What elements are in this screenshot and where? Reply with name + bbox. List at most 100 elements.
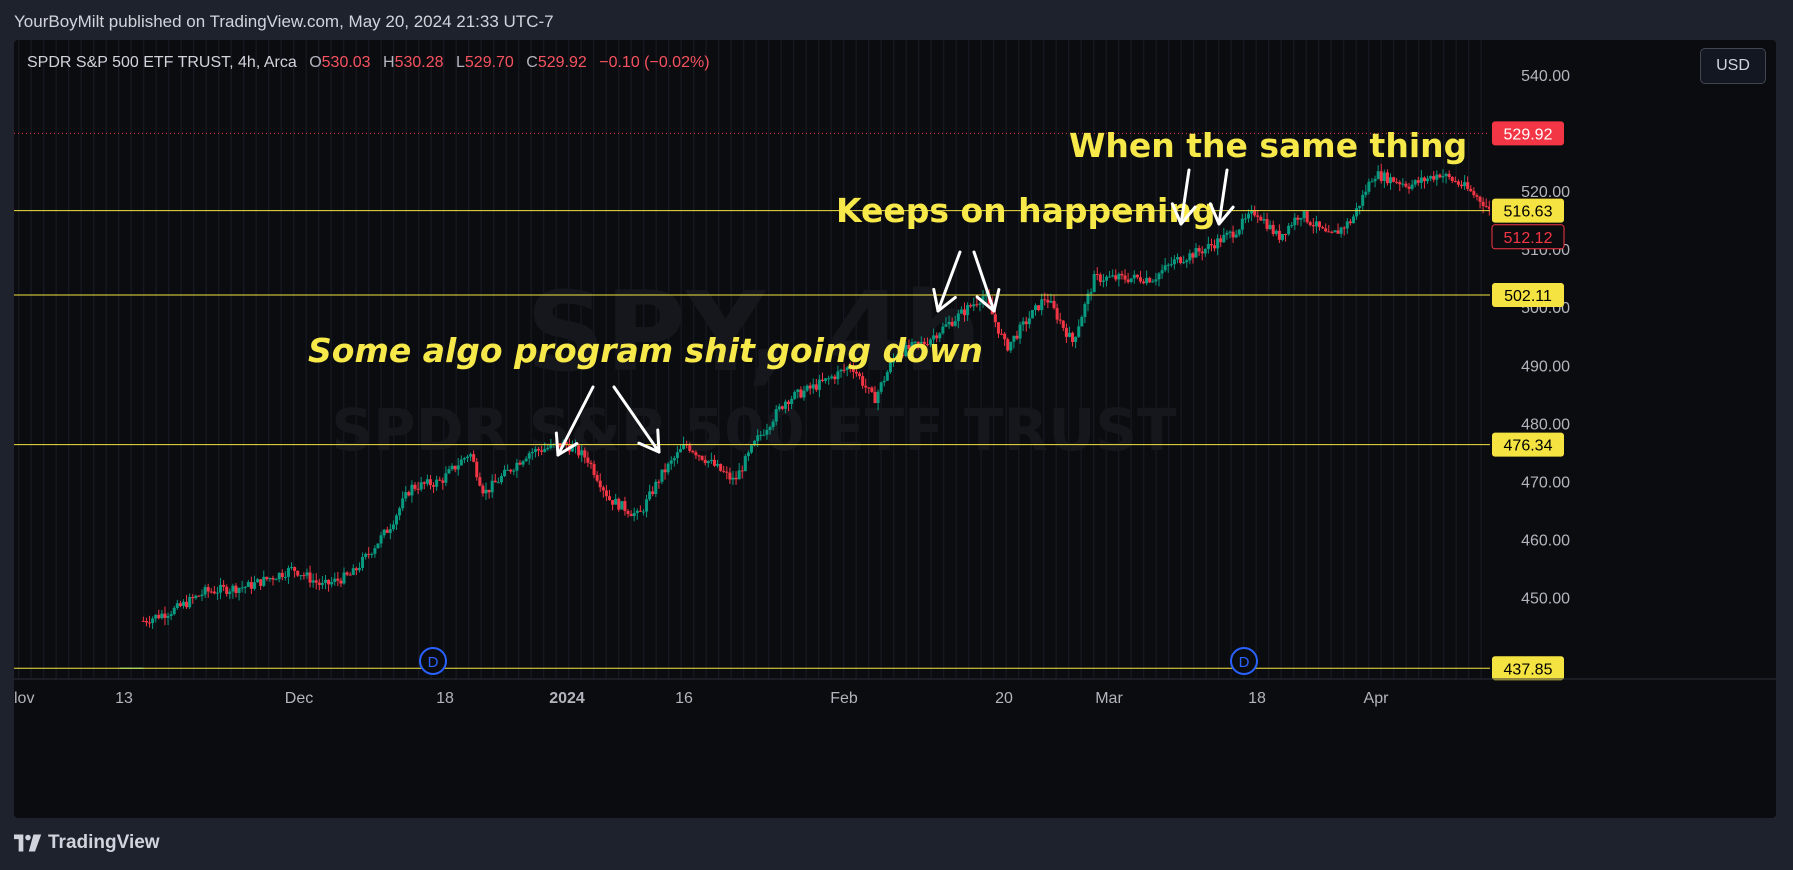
candle-body [842, 369, 846, 371]
session-band [1143, 40, 1145, 679]
candle-body [898, 354, 902, 357]
candle-body [1222, 234, 1226, 243]
currency-button[interactable]: USD [1700, 48, 1766, 84]
candle-body [716, 463, 720, 466]
candle-body [1018, 324, 1022, 339]
candle-body [848, 367, 852, 369]
candle-body [981, 296, 985, 304]
candle-body [947, 322, 951, 325]
low-label: L [455, 54, 465, 71]
candle-body [1355, 208, 1359, 217]
candle-body [172, 608, 176, 615]
candle-body [1166, 264, 1170, 266]
time-axis-tick: 13 [115, 690, 133, 707]
session-band [843, 40, 845, 679]
candle-body [1463, 182, 1467, 187]
candle-body [290, 567, 294, 569]
time-axis-tick: Apr [1364, 690, 1390, 707]
candle-body [219, 584, 223, 593]
candle-body [1219, 238, 1223, 243]
dividend-marker[interactable] [419, 647, 447, 675]
session-band [368, 40, 370, 679]
session-band [493, 40, 495, 679]
open-value: 530.03 [321, 54, 371, 71]
candle-body [240, 587, 244, 589]
candle-body [666, 463, 670, 473]
candle-body [1481, 201, 1485, 206]
candle-body [543, 449, 547, 452]
candle-body [1253, 210, 1257, 216]
session-band [1155, 40, 1157, 679]
candle-body [793, 392, 797, 399]
candle-body [336, 578, 340, 581]
session-band [68, 40, 70, 679]
candle-body [484, 489, 488, 494]
candle-body [209, 591, 213, 593]
candle-body [861, 376, 865, 386]
candle-body [703, 459, 707, 464]
candle-body [1422, 177, 1426, 182]
session-band [1068, 40, 1070, 679]
session-band [468, 40, 470, 679]
session-band [855, 40, 857, 679]
session-band [343, 40, 345, 679]
candle-body [885, 372, 889, 381]
candle-body [672, 458, 676, 461]
candle-body [1327, 231, 1331, 233]
candle-body [892, 358, 896, 363]
candle-body [1299, 218, 1303, 220]
candle-body [268, 577, 272, 580]
candle-body [1111, 275, 1115, 277]
candle-body [1450, 176, 1454, 181]
candle-body [654, 481, 658, 494]
candle-body [1308, 222, 1312, 226]
tradingview-logo[interactable]: TradingView [14, 832, 160, 854]
candle-body [669, 460, 673, 464]
candle-body [351, 568, 355, 575]
candle-body [154, 614, 158, 619]
candle-body [876, 391, 880, 404]
candle-body [274, 579, 278, 581]
session-band [518, 40, 520, 679]
candle-body [401, 498, 405, 509]
session-band [1305, 40, 1307, 679]
candle-body [524, 458, 528, 462]
candle-body [1043, 299, 1047, 301]
candle-body [879, 382, 883, 392]
candle-body [398, 508, 402, 516]
candle-body [1484, 205, 1488, 207]
dividend-marker-label: D [428, 654, 439, 671]
candle-body [212, 591, 216, 594]
arrow-shaft [1217, 168, 1229, 226]
candle-body [814, 384, 818, 390]
candle-body [1432, 176, 1436, 180]
candle-body [549, 444, 553, 448]
candle-body [1469, 188, 1473, 192]
candle-body [938, 333, 942, 339]
candle-body [1120, 273, 1124, 276]
arrow-head [1208, 202, 1235, 226]
candle-body [682, 444, 686, 450]
candle-body [1478, 196, 1482, 202]
chart-panel[interactable]: SPY, 4h SPDR S&P 500 ETF TRUST 450.00 460.0… [14, 40, 1776, 818]
candle-body [286, 568, 290, 577]
candle-body [1314, 221, 1318, 227]
candle-body [327, 579, 331, 585]
session-band [918, 40, 920, 679]
dividend-marker[interactable] [1230, 647, 1258, 675]
candle-body [1126, 279, 1130, 283]
candle-body [252, 582, 256, 589]
candle-body [700, 455, 704, 460]
candle-body [259, 579, 263, 586]
candle-body [533, 449, 537, 452]
candle-body [1117, 273, 1121, 280]
candle-body [743, 456, 747, 472]
session-band [255, 40, 257, 679]
low-value: 529.70 [464, 54, 514, 71]
price-axis-tick: 540.00 [1521, 68, 1570, 85]
candle-body [166, 616, 170, 618]
candle-body [160, 613, 164, 619]
session-band [105, 40, 107, 679]
price-axis[interactable] [1490, 40, 1776, 679]
